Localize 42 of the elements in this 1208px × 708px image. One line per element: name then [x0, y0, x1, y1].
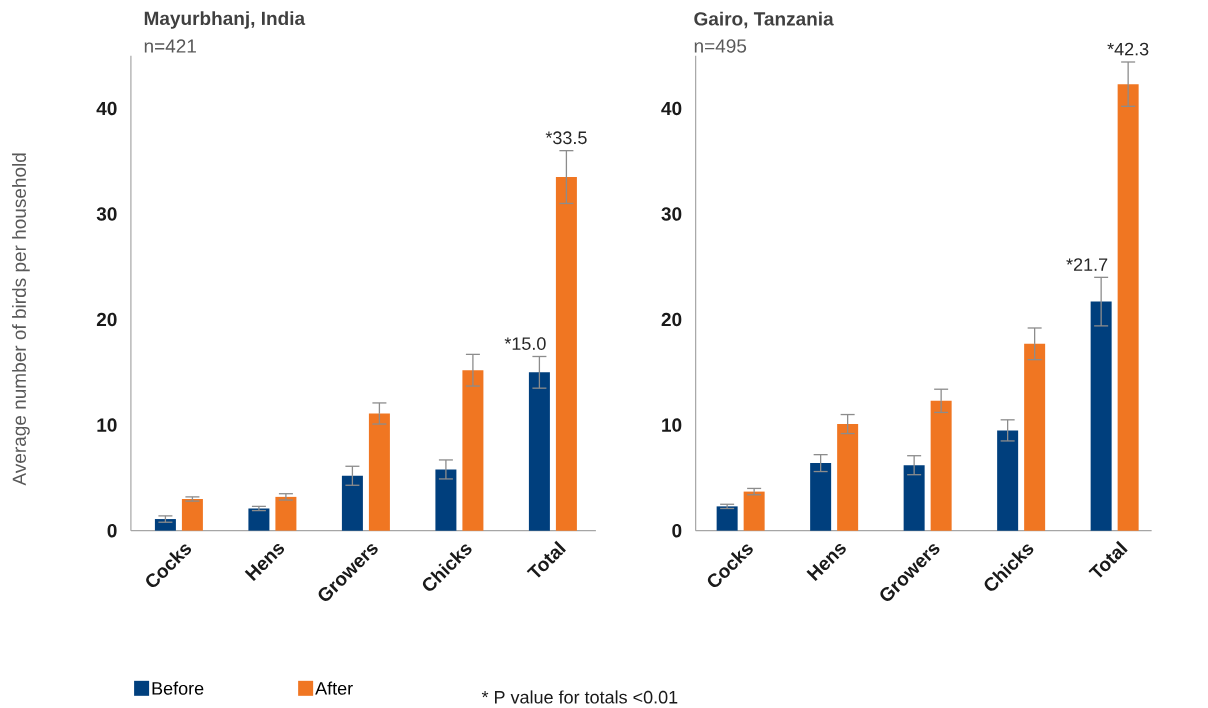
bar	[555, 177, 577, 531]
bar	[368, 413, 390, 531]
bar	[930, 400, 952, 531]
bar	[181, 498, 203, 531]
chart-title: Mayurbhanj, India	[144, 11, 306, 29]
bar	[1024, 343, 1046, 531]
y-axis-title: Average number of birds per household	[12, 153, 30, 486]
y-tick-label: 30	[661, 207, 682, 221]
text: * P value for totals <0.01	[481, 690, 678, 704]
y-tick-label: 40	[661, 101, 682, 116]
y-tick-label: 20	[661, 312, 682, 327]
bar	[248, 508, 270, 531]
data-label: *15.0	[504, 337, 546, 350]
y-tick-label: 30	[96, 207, 117, 221]
bar	[1090, 301, 1112, 531]
data-label: *33.5	[545, 131, 587, 145]
bar	[810, 463, 832, 531]
bar	[462, 370, 484, 531]
bar	[743, 491, 765, 531]
y-tick-label: 20	[96, 312, 117, 327]
bar	[716, 506, 738, 531]
bar	[997, 430, 1019, 531]
bar	[1117, 84, 1139, 531]
data-label: *42.3	[1107, 42, 1149, 56]
y-tick-label: 0	[672, 523, 682, 538]
bar	[435, 469, 457, 531]
bar	[837, 424, 859, 531]
bar	[528, 372, 550, 531]
chart-title: Gairo, Tanzania	[694, 11, 834, 29]
legend-label: Before	[152, 681, 204, 695]
bar	[903, 465, 925, 531]
y-tick-label: 40	[96, 101, 117, 116]
y-tick-label: 10	[97, 418, 117, 432]
y-tick-label: 10	[662, 418, 682, 432]
bar	[341, 475, 363, 531]
legend-label: After	[315, 681, 353, 695]
data-label: *21.7	[1066, 258, 1108, 271]
bar	[154, 519, 176, 531]
chart-subtitle: n=421	[144, 39, 196, 53]
y-tick-label: 0	[107, 523, 117, 538]
bar	[275, 496, 297, 531]
chart-subtitle: n=495	[694, 39, 747, 53]
